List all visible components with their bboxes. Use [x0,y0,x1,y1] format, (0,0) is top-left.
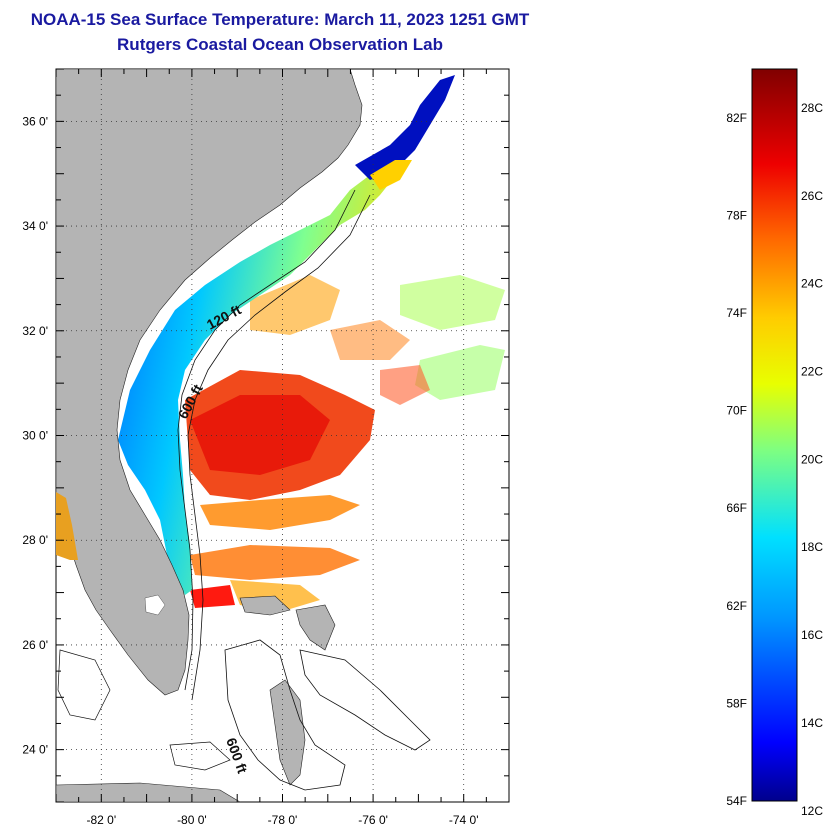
colorbar-f-label: 74F [726,306,747,320]
colorbar-f-label: 70F [726,404,747,418]
contour-gulf [57,649,111,721]
lon-tick-label: -74 0' [449,813,479,827]
lat-tick-label: 30 0' [22,429,48,443]
contour-600ft [187,194,371,701]
contour-bahamas-bank [224,639,346,791]
land-southeast-us [56,69,363,696]
lat-tick-label: 34 0' [22,219,48,233]
map-title: NOAA-15 Sea Surface Temperature: March 1… [30,10,530,29]
colorbar-c-label: 16C [801,628,823,642]
colorbar-f-label: 66F [726,501,747,515]
sst-offshore-green-2 [415,345,505,400]
lon-tick-label: -78 0' [268,813,298,827]
lat-tick-label: 32 0' [22,324,48,338]
colorbar-f-label: 54F [726,794,747,808]
land-grand-bahama [239,595,291,616]
land-abaco-island [295,604,336,651]
sst-orange-fragment [330,320,410,360]
sst-gulf-coastal [56,492,78,560]
colorbar-c-label: 12C [801,804,823,818]
lon-tick-label: -76 0' [358,813,388,827]
colorbar-celsius-labels: 28C 26C 24C 22C 20C 18C 16C 14C 12C [801,101,823,818]
lat-tick-label: 28 0' [22,533,48,547]
sst-red-fragment [380,365,430,405]
sst-hatteras-front [370,160,412,190]
sst-mid-patch [250,275,340,335]
graticule-grid [56,69,509,802]
colorbar-f-label: 62F [726,599,747,613]
colorbar-f-label: 82F [726,111,747,125]
colorbar-c-label: 20C [801,452,823,466]
lon-tick-label: -80 0' [177,813,207,827]
graticule-ticks: 24 0' 26 0' 28 0' 30 0' 32 0' 34 0' 36 0' -82 0… [22,68,510,827]
colorbar-c-label: 18C [801,540,823,554]
colorbar-c-label: 22C [801,365,823,379]
land-cuba [56,782,241,802]
colorbar-f-label: 78F [726,208,747,222]
contour-120ft [177,189,356,691]
lat-tick-label: 24 0' [22,743,48,757]
sst-hot-core [190,395,330,475]
sst-shelf-water [118,150,405,595]
lake-okeechobee [144,594,166,616]
lat-tick-label: 26 0' [22,638,48,652]
colorbar-c-label: 28C [801,101,823,115]
lat-tick-label: 36 0' [22,114,48,128]
colorbar [751,68,798,802]
contour-cuba-north [169,741,231,771]
colorbar-fahrenheit-labels: 82F 78F 74F 70F 66F 62F 58F 54F [726,111,747,808]
lon-tick-label: -82 0' [86,813,116,827]
sst-orange-band [200,495,360,530]
land-andros-island [269,679,306,786]
sst-florida-current [190,585,235,608]
colorbar-f-label: 58F [726,696,747,710]
map-subtitle: Rutgers Coastal Ocean Observation Lab [117,35,443,54]
sst-orange-band-south [190,545,360,580]
colorbar-c-label: 24C [801,277,823,291]
sst-cold-north-water [355,75,455,180]
contour-bahamas-east [299,649,431,751]
colorbar-c-label: 26C [801,189,823,203]
sst-offshore-green [400,275,505,330]
colorbar-c-label: 14C [801,716,823,730]
